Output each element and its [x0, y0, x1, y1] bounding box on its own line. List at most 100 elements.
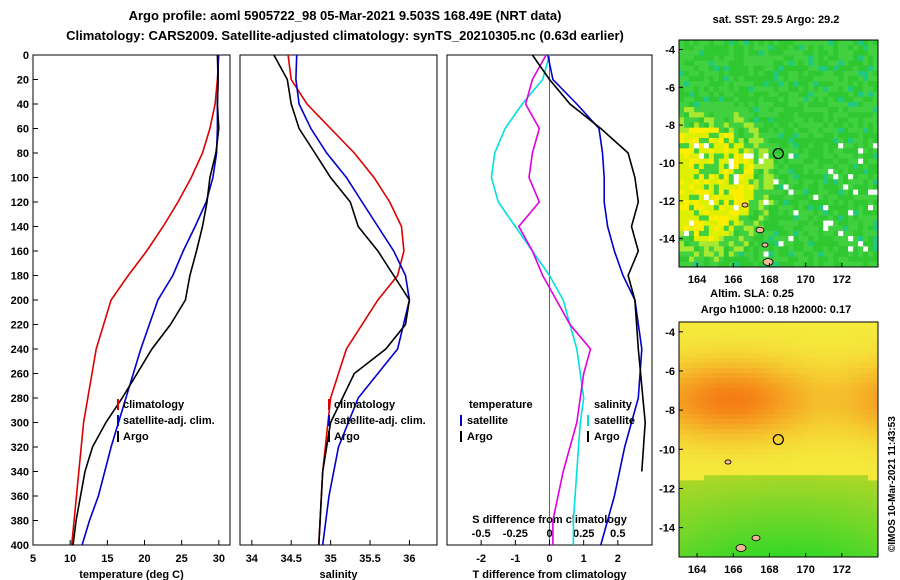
depth-tick-label: 380: [11, 516, 29, 528]
series-s-satellite: [547, 54, 643, 546]
salinity-xtick-label: 34.5: [281, 553, 302, 565]
depth-tick-label: 400: [11, 540, 29, 552]
sst-map-ytick-label: -4: [665, 44, 676, 56]
legend-label: salinity: [594, 399, 633, 411]
sdiff-tick-label: 0.5: [610, 528, 625, 540]
depth-tick-label: 160: [11, 246, 29, 258]
sdiff-tick-label: -0.5: [472, 528, 491, 540]
series-argo: [72, 54, 220, 546]
depth-tick-label: 320: [11, 442, 29, 454]
salinity-xtick-label: 34: [246, 553, 259, 565]
island-shape: [735, 544, 747, 552]
sla-map-subtitle: Argo h1000: 0.18 h2000: 0.17: [701, 304, 851, 316]
legend-label: Argo: [334, 431, 360, 443]
credit-text: ©IMOS 10-Mar-2021 11:43:53: [887, 416, 898, 552]
sla-map-xtick-label: 168: [760, 564, 778, 576]
sst-map-xtick-label: 170: [796, 274, 814, 286]
temperature-xlabel: temperature (deg C): [79, 569, 184, 580]
tdiff-xtick-label: -2: [476, 553, 486, 565]
depth-tick-label: 20: [17, 75, 29, 87]
temperature-xtick-label: 5: [30, 553, 36, 565]
sdiff-tick-label: 0.25: [573, 528, 594, 540]
series-argo: [273, 54, 411, 546]
sst-map-ytick-label: -6: [665, 82, 675, 94]
temperature-xtick-label: 25: [176, 553, 188, 565]
depth-tick-label: 100: [11, 173, 29, 185]
temperature-xtick-label: 30: [213, 553, 225, 565]
legend-label: Argo: [594, 431, 620, 443]
series-climatology: [70, 54, 220, 546]
sst-map-ytick-label: -14: [659, 234, 676, 246]
tdiff-xtick-label: 0: [546, 553, 552, 565]
argo-location-marker: [772, 433, 784, 446]
island-shape: [724, 459, 732, 465]
title-line-1: Argo profile: aoml 5905722_98 05-Mar-202…: [129, 8, 562, 23]
sla-map-ytick-label: -4: [665, 327, 676, 339]
sla-map-ytick-label: -12: [659, 483, 675, 495]
sdiff-tick-label: 0: [546, 528, 552, 540]
sst-map-ytick-label: -10: [659, 158, 675, 170]
sla-map-ytick-label: -8: [665, 405, 675, 417]
tdiff-xtick-label: 1: [581, 553, 587, 565]
depth-tick-label: 140: [11, 222, 29, 234]
sla-map-cells: [679, 322, 879, 558]
tdiff-xlabel: T difference from climatology: [472, 569, 627, 580]
title-line-2: Climatology: CARS2009. Satellite-adjuste…: [66, 28, 624, 43]
sst-map-cells: [679, 40, 879, 268]
legend-label: satellite-adj. clim.: [123, 415, 215, 427]
tdiff-xtick-label: 2: [615, 553, 621, 565]
depth-tick-label: 40: [17, 99, 29, 111]
sla-map-frame: [678, 321, 879, 558]
temperature-xtick-label: 20: [138, 553, 150, 565]
temperature-xtick-label: 10: [64, 553, 76, 565]
depth-tick-label: 280: [11, 393, 29, 405]
sdiff-xlabel: S difference from climatology: [472, 514, 628, 526]
sst-map-frame: [678, 39, 879, 268]
depth-tick-label: 300: [11, 418, 29, 430]
legend-label: climatology: [334, 399, 396, 411]
salinity-xtick-label: 35: [324, 553, 336, 565]
depth-tick-label: 360: [11, 491, 29, 503]
depth-tick-label: 200: [11, 295, 29, 307]
island-shape: [741, 202, 749, 208]
sla-map-xtick-label: 172: [833, 564, 851, 576]
legend-label: Argo: [123, 431, 149, 443]
sla-map-title: Altim. SLA: 0.25: [710, 288, 794, 300]
series-t-argo: [517, 54, 592, 545]
series-t-satellite: [490, 54, 585, 545]
depth-tick-label: 120: [11, 197, 29, 209]
legend-label: satellite: [594, 415, 635, 427]
series-climatology: [287, 54, 405, 546]
sst-map-xtick-label: 166: [724, 274, 742, 286]
legend-label: satellite-adj. clim.: [334, 415, 426, 427]
sst-map-title: sat. SST: 29.5 Argo: 29.2: [713, 14, 840, 26]
sst-map-xtick-label: 164: [688, 274, 707, 286]
depth-tick-label: 260: [11, 369, 29, 381]
depth-tick-label: 0: [23, 50, 29, 62]
sla-map-xtick-label: 164: [688, 564, 707, 576]
depth-tick-label: 340: [11, 467, 29, 479]
series-satellite-adj-clim-: [295, 54, 411, 546]
sst-map-xtick-label: 172: [833, 274, 851, 286]
sst-map-ytick-label: -12: [659, 196, 675, 208]
salinity-xtick-label: 36: [403, 553, 415, 565]
sla-map-xtick-label: 170: [796, 564, 814, 576]
tdiff-xtick-label: -1: [510, 553, 520, 565]
salinity-xtick-label: 35.5: [359, 553, 380, 565]
island-shape: [762, 258, 774, 266]
legend-label: satellite: [467, 415, 508, 427]
sla-map-ytick-label: -10: [659, 444, 675, 456]
depth-tick-label: 220: [11, 320, 29, 332]
legend-label: temperature: [469, 399, 533, 411]
temperature-xtick-label: 15: [101, 553, 113, 565]
sla-map-ytick-label: -6: [665, 366, 675, 378]
argo-location-marker: [772, 147, 784, 160]
island-shape: [751, 534, 761, 542]
depth-tick-label: 60: [17, 124, 29, 136]
sla-map-xtick-label: 166: [724, 564, 742, 576]
depth-tick-label: 80: [17, 148, 29, 160]
temperature-panel-frame: [32, 54, 231, 546]
sdiff-tick-label: -0.25: [503, 528, 528, 540]
depth-tick-label: 180: [11, 271, 29, 283]
